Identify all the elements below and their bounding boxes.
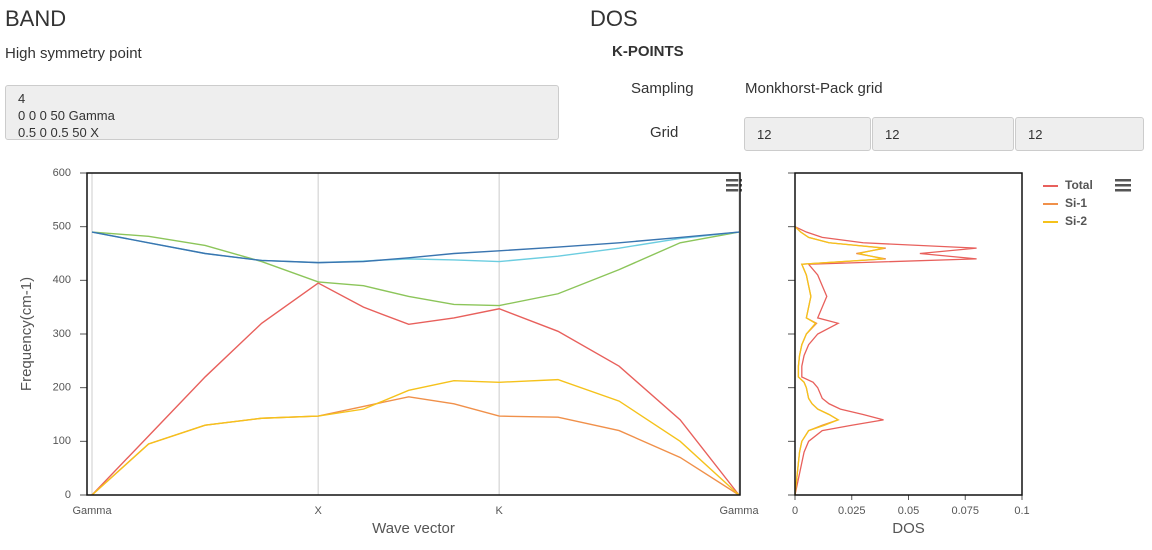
series-line xyxy=(91,231,740,307)
y-axis-title: Frequency(cm-1) xyxy=(18,277,35,391)
y-tick-label: 300 xyxy=(53,328,71,340)
series-line xyxy=(91,396,740,496)
legend-label: Si-2 xyxy=(1065,214,1087,228)
plot-frame xyxy=(794,172,1023,496)
legend-label: Si-1 xyxy=(1065,196,1087,210)
menu-icon[interactable] xyxy=(1115,179,1131,192)
x-tick-label: 0 xyxy=(792,505,798,517)
grid-input[interactable]: 12 xyxy=(1015,117,1144,151)
y-tick-label: 500 xyxy=(53,221,71,233)
y-tick-label: 600 xyxy=(53,167,71,179)
legend-label: Total xyxy=(1065,178,1093,192)
y-tick-label: 100 xyxy=(53,435,71,447)
dos-heading: DOS xyxy=(590,6,638,31)
y-tick-label: 400 xyxy=(53,274,71,286)
x-tick-label: Gamma xyxy=(719,505,759,517)
grid-input[interactable]: 12 xyxy=(744,117,871,151)
band-heading: BAND xyxy=(5,6,67,31)
sampling-label: Sampling xyxy=(631,80,694,97)
points-textarea[interactable]: 4 0 0 0 50 Gamma 0.5 0 0.5 50 X xyxy=(5,85,559,140)
x-axis-title: DOS xyxy=(892,520,925,537)
series-line xyxy=(794,226,884,496)
x-tick-label: K xyxy=(496,505,504,517)
series-line xyxy=(91,231,740,264)
series-line xyxy=(91,378,740,496)
y-tick-label: 0 xyxy=(65,489,71,501)
x-tick-label: 0.05 xyxy=(898,505,919,517)
x-tick-label: Gamma xyxy=(72,505,112,517)
series-line xyxy=(91,282,740,496)
menu-icon[interactable] xyxy=(726,179,742,192)
sampling-value[interactable]: Monkhorst-Pack grid xyxy=(745,80,883,97)
x-axis-title: Wave vector xyxy=(372,520,455,537)
section-label: K-POINTS xyxy=(612,43,684,60)
grid-input[interactable]: 12 xyxy=(872,117,1014,151)
plot-frame xyxy=(86,172,741,496)
series-line xyxy=(91,231,740,264)
x-tick-label: 0.075 xyxy=(951,505,979,517)
grid-label: Grid xyxy=(650,124,679,141)
y-tick-label: 200 xyxy=(53,382,71,394)
x-tick-label: 0.1 xyxy=(1014,505,1029,517)
x-tick-label: 0.025 xyxy=(838,505,866,517)
band-label: High symmetry point xyxy=(5,45,142,62)
series-line xyxy=(794,226,886,496)
x-tick-label: X xyxy=(315,505,323,517)
series-line xyxy=(794,226,977,496)
